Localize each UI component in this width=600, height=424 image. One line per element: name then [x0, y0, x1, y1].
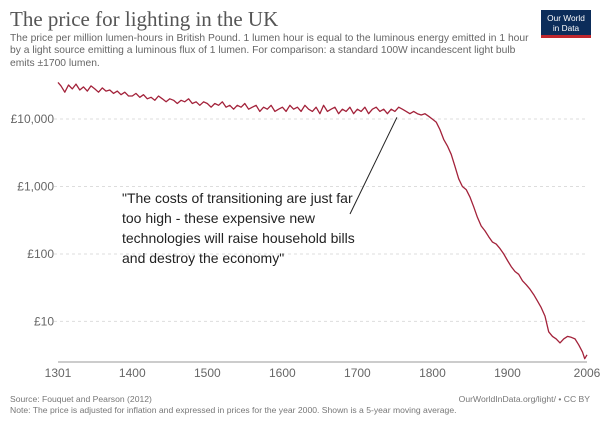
footer-note: Note: The price is adjusted for inflatio…: [10, 405, 457, 415]
y-tick-label: £100: [27, 247, 54, 261]
x-tick-label: 1500: [194, 366, 221, 380]
our-world-in-data-logo[interactable]: Our World in Data: [541, 10, 591, 38]
y-tick-label: £10: [34, 314, 54, 328]
chart-title: The price for lighting in the UK: [10, 7, 279, 31]
chart-subtitle: The price per million lumen-hours in Bri…: [10, 33, 529, 69]
source-text: Source: Fouquet and Pearson (2012): [10, 394, 152, 404]
x-tick-label: 1400: [119, 366, 146, 380]
y-tick-label: £10,000: [11, 112, 55, 126]
x-tick-label: 2006: [574, 366, 600, 380]
x-tick-label: 1600: [269, 366, 296, 380]
logo-line-1: Our World: [547, 13, 585, 23]
y-tick-label: £1,000: [17, 180, 54, 194]
logo-line-2: in Data: [552, 23, 580, 33]
annotation-pointer-line: [349, 117, 398, 215]
x-tick-label: 1800: [419, 366, 446, 380]
x-tick-label: 1301: [45, 366, 72, 380]
annotation-quote: "The costs of transitioning are just far…: [122, 190, 355, 266]
price-series-line: [57, 81, 588, 360]
source-url-link[interactable]: OurWorldInData.org/light/ • CC BY: [458, 394, 590, 404]
x-tick-label: 1900: [494, 366, 521, 380]
x-tick-label: 1700: [344, 366, 371, 380]
